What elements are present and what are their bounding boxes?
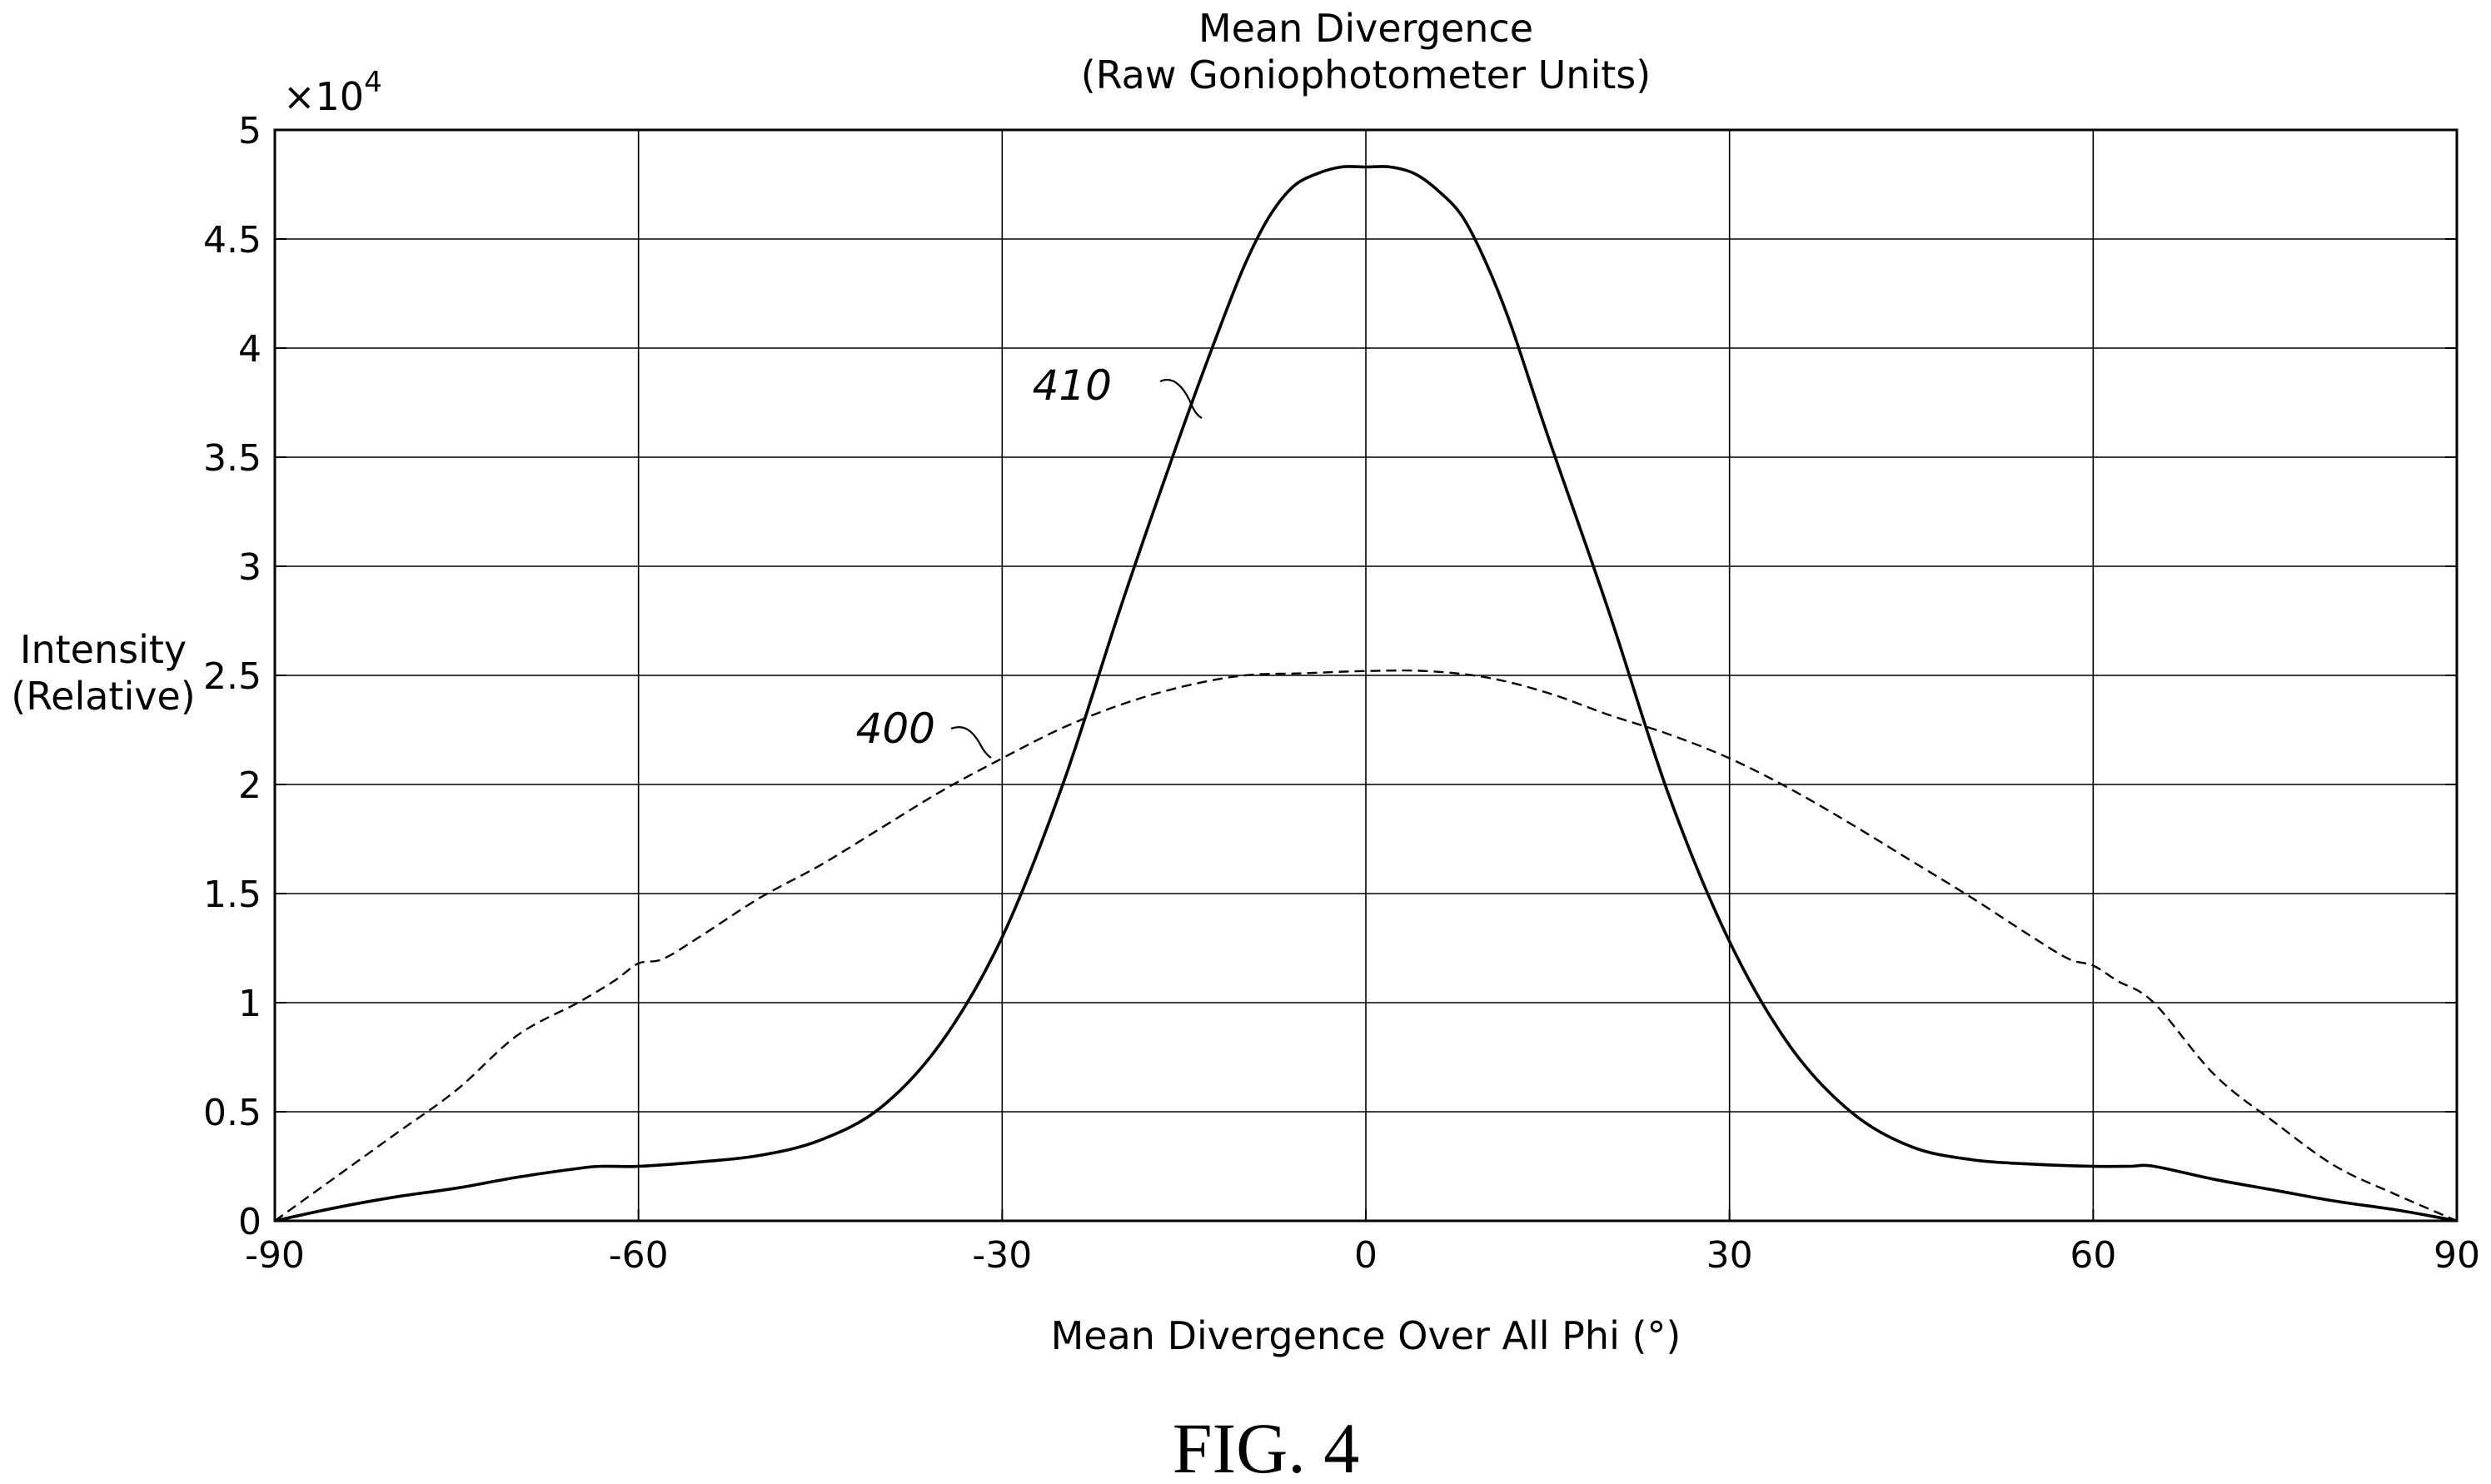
y-axis-label-line1: Intensity — [20, 627, 187, 672]
x-tick-label: -90 — [245, 1234, 305, 1277]
y-tick-label: 0.5 — [203, 1092, 262, 1134]
x-tick-label: 60 — [2070, 1234, 2116, 1277]
y-tick-label: 2.5 — [203, 655, 262, 698]
callout-leader-410 — [1159, 379, 1203, 419]
tick-labels: -90 -60 -30 0 30 60 90 0 0.5 1 1.5 2 2.5 3 3.5 4 4.5 5 — [203, 110, 2480, 1277]
y-tick-label: 1 — [238, 983, 262, 1025]
y-tick-label: 3 — [238, 546, 262, 589]
series-line-410 — [274, 165, 2458, 1223]
annotations: 410 400 — [856, 361, 1203, 759]
y-multiplier-exponent: 4 — [364, 66, 382, 99]
series — [274, 165, 2458, 1223]
chart-subtitle: (Raw Goniophotometer Units) — [1081, 52, 1651, 97]
x-tick-label: -30 — [972, 1234, 1032, 1277]
series-line-400 — [274, 669, 2458, 1223]
y-tick-label: 1.5 — [203, 874, 262, 916]
chart-title: Mean Divergence — [1198, 6, 1533, 51]
y-axis-label-line2: (Relative) — [11, 674, 195, 719]
x-tick-label: 0 — [1354, 1234, 1378, 1277]
x-tick-label: -60 — [609, 1234, 669, 1277]
y-tick-label: 2 — [238, 764, 262, 807]
x-axis-label: Mean Divergence Over All Phi (°) — [1051, 1313, 1681, 1358]
y-tick-label: 4.5 — [203, 219, 262, 261]
y-tick-label: 5 — [238, 110, 262, 152]
callout-label-400: 400 — [856, 705, 935, 753]
grid — [274, 129, 2458, 1222]
plot-frame — [273, 128, 2459, 1223]
y-multiplier: ×104 — [283, 66, 382, 119]
x-tick-label: 30 — [1706, 1234, 1753, 1277]
y-tick-label: 4 — [238, 328, 262, 371]
y-tick-label: 3.5 — [203, 437, 262, 480]
y-tick-label: 0 — [238, 1201, 262, 1243]
figure-label: FIG. 4 — [1173, 1408, 1360, 1484]
y-multiplier-base: ×10 — [283, 74, 364, 119]
callout-leader-400 — [950, 726, 992, 759]
x-tick-label: 90 — [2434, 1234, 2480, 1277]
callout-label-410: 410 — [1033, 361, 1112, 410]
